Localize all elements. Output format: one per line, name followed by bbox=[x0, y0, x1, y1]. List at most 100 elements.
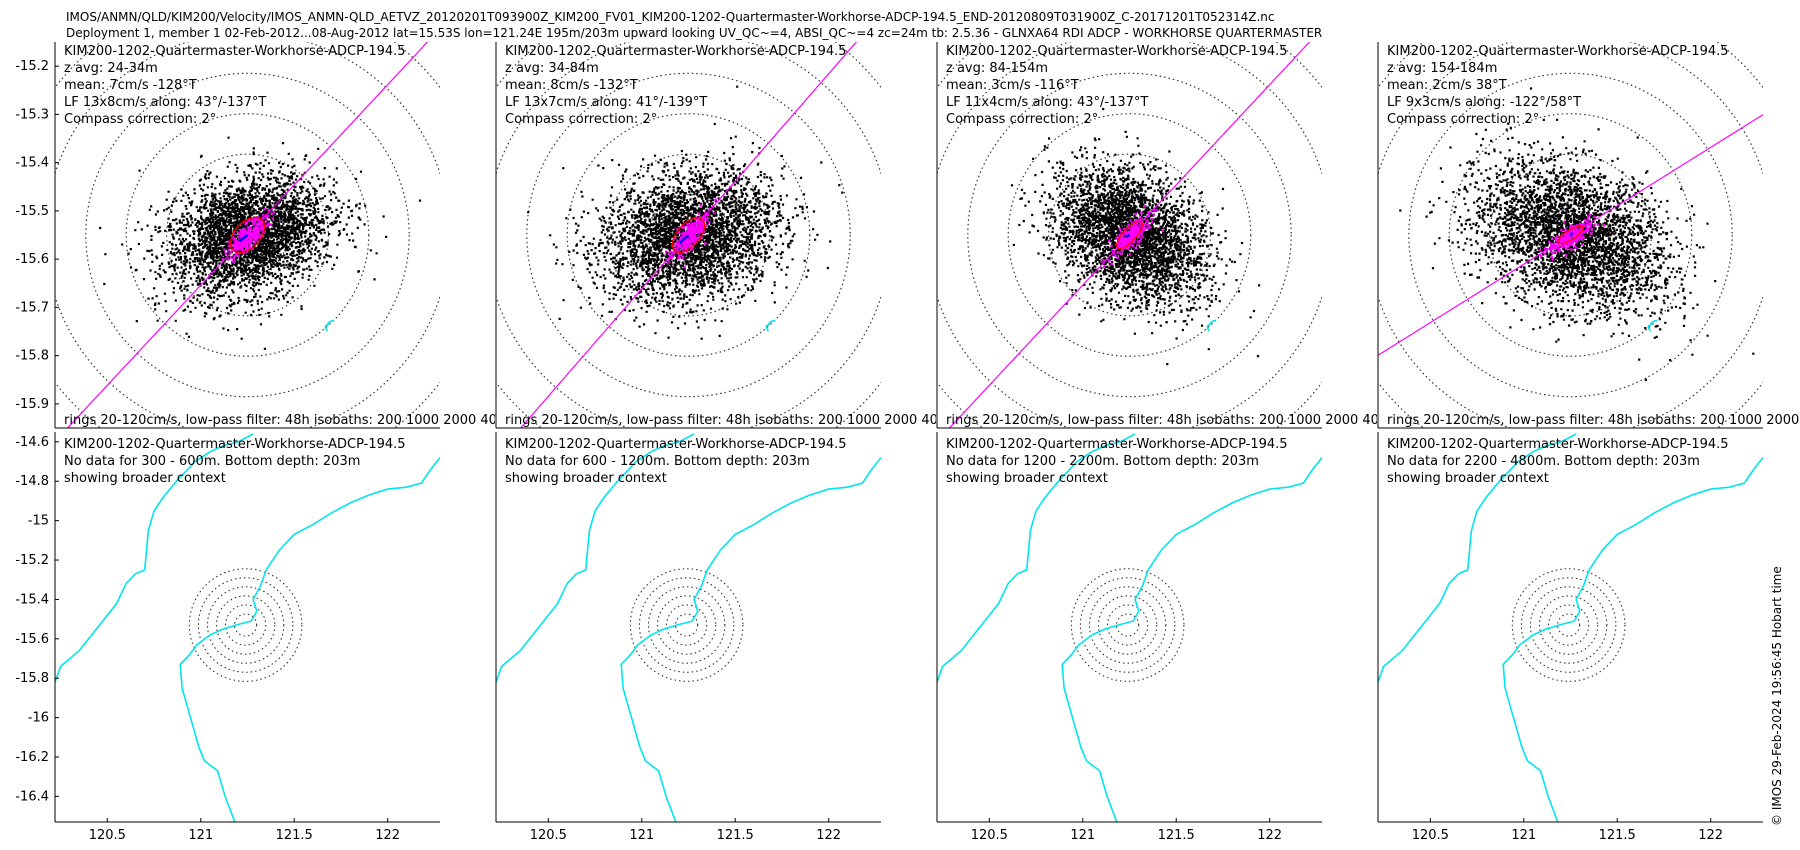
variance-ellipse bbox=[1557, 225, 1584, 245]
lf-label: LF 13x7cm/s along: 41°/-139°T bbox=[505, 95, 707, 110]
speed-ring bbox=[1007, 113, 1252, 357]
no-data-label: No data for 2200 - 4800m. Bottom depth: … bbox=[1387, 454, 1700, 469]
speed-ring bbox=[1557, 613, 1581, 637]
isobath-1000m bbox=[55, 433, 254, 683]
y-tick-label: -16.2 bbox=[15, 750, 49, 765]
no-data-label: No data for 1200 - 2200m. Bottom depth: … bbox=[946, 454, 1259, 469]
no-data-label: No data for 300 - 600m. Bottom depth: 20… bbox=[64, 454, 360, 469]
top-panel-1: -15.2 -15.3 -15.4 -15.5 -15.6 -15.7 -15.8 -15.9… bbox=[15, 42, 514, 429]
x-tick-label: 121.5 bbox=[717, 828, 754, 843]
velocity-scatter bbox=[99, 136, 422, 350]
top-plot-area bbox=[937, 42, 1322, 428]
isobath-200m bbox=[179, 457, 440, 822]
bottom-plot-area bbox=[55, 433, 440, 822]
panel-title: KIM200-1202-Quartermaster-Workhorse-ADCP… bbox=[1387, 44, 1729, 59]
speed-ring bbox=[1079, 577, 1176, 673]
mean-current-arrow bbox=[1569, 231, 1574, 236]
speed-ring bbox=[1529, 586, 1608, 664]
mean-label: mean: 7cm/s -128°T bbox=[64, 78, 197, 93]
isobath-1000m bbox=[496, 433, 695, 683]
speed-ring bbox=[665, 604, 708, 646]
lowpass-scatter bbox=[665, 198, 717, 269]
rings-filter-footer: rings 20-120cm/s, low-pass filter: 48h i… bbox=[1387, 413, 1800, 428]
y-tick-label: -15.9 bbox=[15, 397, 49, 412]
velocity-scatter bbox=[527, 85, 844, 340]
speed-ring bbox=[197, 577, 294, 673]
header-line-2: Deployment 1, member 1 02-Feb-2012...08-… bbox=[66, 26, 1322, 40]
speed-ring bbox=[638, 577, 735, 673]
bottom-plot-area bbox=[937, 433, 1322, 822]
x-tick-label: 121 bbox=[188, 828, 213, 843]
z-avg-label: z avg: 34-84m bbox=[505, 61, 599, 76]
x-tick-label: 121 bbox=[1070, 828, 1095, 843]
speed-ring bbox=[607, 153, 770, 317]
context-label: showing broader context bbox=[946, 471, 1108, 486]
z-avg-label: z avg: 24-34m bbox=[64, 61, 158, 76]
panel-title: KIM200-1202-Quartermaster-Workhorse-ADCP… bbox=[64, 44, 406, 59]
speed-ring bbox=[1520, 577, 1617, 673]
bottom-panel-1: 120.5 121 121.5 122 -14.6 -14.8 -15 -15.2 -15.4 -… bbox=[15, 432, 440, 843]
y-tick-label: -15 bbox=[28, 514, 49, 529]
panel-title: KIM200-1202-Quartermaster-Workhorse-ADCP… bbox=[946, 437, 1288, 452]
speed-ring bbox=[967, 72, 1292, 398]
lowpass-scatter bbox=[1538, 214, 1606, 261]
compass-label: Compass correction: 2° bbox=[64, 112, 216, 127]
top-plot-area bbox=[1378, 42, 1763, 428]
speed-ring bbox=[566, 113, 811, 357]
x-tick-label: 121 bbox=[1511, 828, 1536, 843]
panel-title: KIM200-1202-Quartermaster-Workhorse-ADCP… bbox=[505, 44, 847, 59]
rings-filter-footer: rings 20-120cm/s, low-pass filter: 48h i… bbox=[64, 413, 514, 428]
top-panel-2: KIM200-1202-Quartermaster-Workhorse-ADCP… bbox=[495, 42, 955, 429]
speed-ring bbox=[1448, 113, 1693, 357]
speed-ring bbox=[526, 72, 851, 398]
panel-title: KIM200-1202-Quartermaster-Workhorse-ADCP… bbox=[1387, 437, 1729, 452]
speed-ring bbox=[1408, 72, 1733, 398]
z-avg-label: z avg: 154-184m bbox=[1387, 61, 1497, 76]
y-tick-label: -15.6 bbox=[15, 252, 49, 267]
x-tick-label: 120.5 bbox=[530, 828, 567, 843]
x-tick-label: 121.5 bbox=[1599, 828, 1636, 843]
rings-filter-footer: rings 20-120cm/s, low-pass filter: 48h i… bbox=[505, 413, 955, 428]
speed-ring bbox=[215, 595, 276, 655]
isobath-200m bbox=[1502, 457, 1763, 822]
bottom-panel-3: 120.5 121 121.5 122 KIM200-1202-Quartermaste… bbox=[936, 432, 1322, 843]
speed-ring bbox=[1048, 153, 1211, 317]
x-tick-label: 122 bbox=[1257, 828, 1282, 843]
y-tick-label: -15.8 bbox=[15, 349, 49, 364]
x-tick-label: 121.5 bbox=[276, 828, 313, 843]
y-tick-label: -15.3 bbox=[15, 107, 49, 122]
speed-ring bbox=[1070, 568, 1185, 682]
speed-ring bbox=[206, 586, 285, 664]
context-label: showing broader context bbox=[505, 471, 667, 486]
speed-ring bbox=[1538, 595, 1599, 655]
y-tick-label: -15.5 bbox=[15, 204, 49, 219]
x-tick-label: 122 bbox=[375, 828, 400, 843]
context-label: showing broader context bbox=[64, 471, 226, 486]
panel-title: KIM200-1202-Quartermaster-Workhorse-ADCP… bbox=[64, 437, 406, 452]
compass-label: Compass correction: 2° bbox=[946, 112, 1098, 127]
rings-filter-footer: rings 20-120cm/s, low-pass filter: 48h i… bbox=[946, 413, 1396, 428]
lf-label: LF 13x8cm/s along: 43°/-137°T bbox=[64, 95, 266, 110]
y-tick-label: -15.4 bbox=[15, 156, 49, 171]
lowpass-scatter bbox=[1102, 205, 1164, 269]
panel-title: KIM200-1202-Quartermaster-Workhorse-ADCP… bbox=[505, 437, 847, 452]
x-tick-label: 122 bbox=[1698, 828, 1723, 843]
y-tick-label: -16.4 bbox=[15, 789, 49, 804]
compass-label: Compass correction: 2° bbox=[505, 112, 657, 127]
x-tick-label: 120.5 bbox=[971, 828, 1008, 843]
speed-ring bbox=[224, 604, 267, 646]
speed-ring bbox=[85, 72, 410, 398]
speed-ring bbox=[234, 613, 258, 637]
bottom-plot-area bbox=[496, 433, 881, 822]
speed-ring bbox=[675, 613, 699, 637]
isobath-200m bbox=[1647, 319, 1658, 332]
variance-ellipse bbox=[1115, 220, 1144, 250]
y-tick-label: -15.6 bbox=[15, 632, 49, 647]
z-avg-label: z avg: 84-154m bbox=[946, 61, 1048, 76]
no-data-label: No data for 600 - 1200m. Bottom depth: 2… bbox=[505, 454, 810, 469]
isobath-200m bbox=[1206, 319, 1217, 332]
y-tick-label: -15.8 bbox=[15, 671, 49, 686]
mean-label: mean: 3cm/s -116°T bbox=[946, 78, 1079, 93]
bottom-plot-area bbox=[1378, 433, 1763, 822]
